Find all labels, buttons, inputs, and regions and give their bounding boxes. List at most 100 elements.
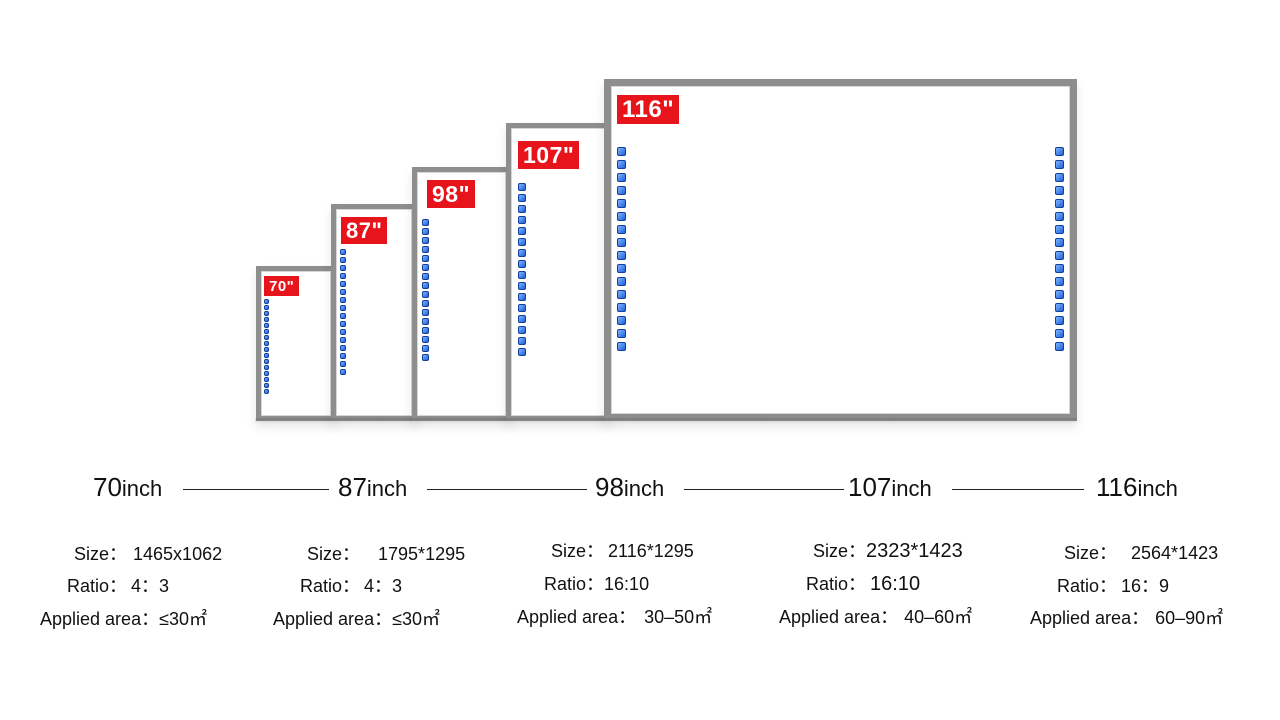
tool-button-icon bbox=[617, 147, 626, 156]
spec-size-70: Size： 1465x1062 bbox=[74, 544, 223, 564]
tool-button-icon bbox=[617, 238, 626, 247]
tool-button-icon bbox=[264, 311, 269, 316]
tool-button-icon bbox=[518, 282, 526, 290]
tool-button-icon bbox=[422, 300, 429, 307]
board-70: 70" bbox=[256, 266, 336, 421]
size-badge-98: 98" bbox=[427, 180, 475, 208]
tool-button-icon bbox=[264, 389, 269, 394]
tool-button-icon bbox=[1055, 264, 1064, 273]
size-badge-70: 70" bbox=[264, 276, 300, 296]
tool-button-icon bbox=[1055, 342, 1064, 351]
tool-button-icon bbox=[617, 212, 626, 221]
button-column-left-116 bbox=[617, 147, 626, 351]
tool-button-icon bbox=[340, 329, 346, 335]
tool-button-icon bbox=[518, 205, 526, 213]
tool-button-icon bbox=[340, 273, 346, 279]
tool-button-icon bbox=[1055, 173, 1064, 182]
tool-button-icon bbox=[264, 377, 269, 382]
spec-ratio-70: Ratio： 4：3 bbox=[67, 576, 170, 596]
timeline-segment-3 bbox=[684, 489, 844, 490]
tool-button-icon bbox=[264, 383, 269, 388]
tool-button-icon bbox=[617, 225, 626, 234]
inch-label-98: 98inch bbox=[595, 472, 665, 502]
tool-button-icon bbox=[518, 260, 526, 268]
tool-button-icon bbox=[264, 323, 269, 328]
tool-button-icon bbox=[518, 304, 526, 312]
tool-button-icon bbox=[422, 345, 429, 352]
tool-button-icon bbox=[617, 186, 626, 195]
tool-button-icon bbox=[422, 237, 429, 244]
tool-button-icon bbox=[422, 336, 429, 343]
tool-button-icon bbox=[1055, 199, 1064, 208]
tool-button-icon bbox=[264, 359, 269, 364]
tool-button-icon bbox=[340, 313, 346, 319]
tool-button-icon bbox=[340, 361, 346, 367]
tool-button-icon bbox=[518, 271, 526, 279]
tool-button-icon bbox=[518, 238, 526, 246]
tool-button-icon bbox=[422, 219, 429, 226]
tool-button-icon bbox=[518, 183, 526, 191]
tool-button-icon bbox=[340, 353, 346, 359]
button-column-right-116 bbox=[1055, 147, 1064, 351]
spec-size-98: Size： 2116*1295 bbox=[551, 541, 694, 561]
tool-button-icon bbox=[422, 273, 429, 280]
tool-button-icon bbox=[1055, 212, 1064, 221]
timeline-segment-2 bbox=[427, 489, 587, 490]
tool-button-icon bbox=[340, 265, 346, 271]
tool-button-icon bbox=[340, 369, 346, 375]
spec-area-116: Applied area： 60–90㎡ bbox=[1030, 608, 1224, 628]
tool-button-icon bbox=[617, 160, 626, 169]
tool-button-icon bbox=[617, 303, 626, 312]
tool-button-icon bbox=[617, 264, 626, 273]
tool-button-icon bbox=[1055, 290, 1064, 299]
board-98: 98" bbox=[412, 167, 511, 421]
tool-button-icon bbox=[264, 299, 269, 304]
tool-button-icon bbox=[422, 291, 429, 298]
tool-button-icon bbox=[340, 297, 346, 303]
tool-button-icon bbox=[617, 342, 626, 351]
size-badge-116: 116" bbox=[617, 95, 680, 124]
tool-button-icon bbox=[1055, 160, 1064, 169]
tool-button-icon bbox=[264, 341, 269, 346]
inch-label-107: 107inch bbox=[848, 472, 932, 502]
tool-button-icon bbox=[340, 289, 346, 295]
board-116: 116" bbox=[604, 79, 1077, 421]
tool-button-icon bbox=[422, 309, 429, 316]
tool-button-icon bbox=[518, 348, 526, 356]
tool-button-icon bbox=[617, 173, 626, 182]
tool-button-icon bbox=[264, 305, 269, 310]
tool-button-icon bbox=[264, 347, 269, 352]
tool-button-icon bbox=[340, 321, 346, 327]
tool-button-icon bbox=[422, 318, 429, 325]
button-column-98 bbox=[422, 219, 429, 361]
tool-button-icon bbox=[264, 317, 269, 322]
tool-button-icon bbox=[264, 365, 269, 370]
tool-button-icon bbox=[1055, 147, 1064, 156]
tool-button-icon bbox=[340, 281, 346, 287]
tool-button-icon bbox=[1055, 303, 1064, 312]
tool-button-icon bbox=[422, 246, 429, 253]
tool-button-icon bbox=[518, 293, 526, 301]
tool-button-icon bbox=[422, 282, 429, 289]
spec-ratio-87: Ratio： 4：3 bbox=[300, 576, 403, 596]
size-badge-87: 87" bbox=[341, 217, 388, 244]
tool-button-icon bbox=[617, 277, 626, 286]
spec-size-107: Size：2323*1423 bbox=[813, 540, 963, 562]
size-badge-107: 107" bbox=[518, 141, 580, 169]
tool-button-icon bbox=[518, 326, 526, 334]
timeline-segment-4 bbox=[952, 489, 1084, 490]
spec-ratio-116: Ratio： 16：9 bbox=[1057, 576, 1170, 596]
tool-button-icon bbox=[340, 337, 346, 343]
spec-area-87: Applied area：≤30㎡ bbox=[273, 609, 440, 629]
spec-ratio-107: Ratio： 16:10 bbox=[806, 573, 921, 595]
button-column-87 bbox=[340, 249, 346, 375]
tool-button-icon bbox=[518, 337, 526, 345]
tool-button-icon bbox=[518, 227, 526, 235]
tool-button-icon bbox=[422, 327, 429, 334]
board-107: 107" bbox=[506, 123, 610, 421]
boards-shadow bbox=[255, 418, 1077, 424]
tool-button-icon bbox=[518, 249, 526, 257]
tool-button-icon bbox=[422, 255, 429, 262]
tool-button-icon bbox=[264, 329, 269, 334]
tool-button-icon bbox=[1055, 316, 1064, 325]
